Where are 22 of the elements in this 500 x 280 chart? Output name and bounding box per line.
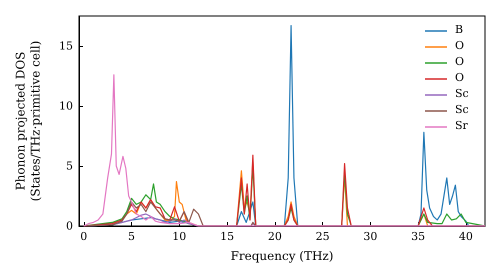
legend-label: O (455, 71, 464, 84)
x-tick-label: 40 (458, 230, 473, 243)
y-tick-label: 0 (66, 220, 73, 232)
legend-label: Sr (455, 119, 469, 132)
legend-label: Sc (455, 87, 469, 100)
y-tick-label: 15 (59, 40, 73, 52)
x-tick-label: 30 (363, 230, 378, 243)
x-tick-label: 25 (316, 230, 330, 243)
x-tick-label: 35 (411, 230, 426, 243)
y-axis-title: Phonon projected DOS (States/THz·primitive cell) (14, 40, 42, 202)
y-tick-label: 5 (66, 160, 73, 172)
x-tick-label: 5 (128, 230, 136, 243)
x-tick-label: 15 (220, 230, 234, 243)
legend-label: B (455, 23, 464, 36)
x-tick-label: 10 (172, 230, 186, 243)
legend-label: Sc (455, 103, 469, 116)
y-tick-label: 10 (59, 100, 73, 112)
x-tick-label: 0 (80, 230, 88, 243)
legend-label: O (455, 55, 464, 68)
legend-label: O (455, 39, 464, 52)
x-tick-label: 20 (268, 230, 282, 243)
x-axis-title: Frequency (THz) (230, 249, 334, 263)
